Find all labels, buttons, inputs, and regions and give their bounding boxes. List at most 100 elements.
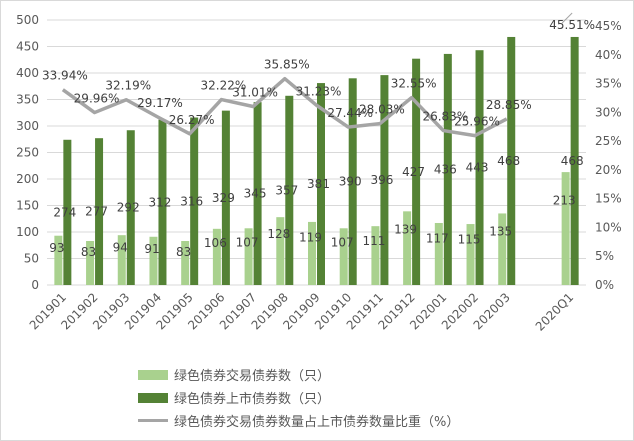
data-label-ratio: 29.17% bbox=[137, 96, 183, 110]
y-left-tick-label: 150 bbox=[16, 199, 39, 213]
bar-listed bbox=[95, 138, 104, 285]
y-left-tick-label: 50 bbox=[24, 252, 39, 266]
data-label-ratio: 32.22% bbox=[200, 79, 246, 93]
bar-listed bbox=[443, 53, 452, 285]
data-label-ratio: 31.01% bbox=[232, 86, 278, 100]
bar-listed bbox=[126, 130, 135, 285]
data-label-traded: 83 bbox=[81, 245, 96, 259]
data-label-ratio: 26.83% bbox=[422, 110, 468, 124]
data-label-ratio: 31.23% bbox=[296, 84, 342, 98]
data-label-traded: 213 bbox=[553, 193, 576, 207]
bar-listed bbox=[475, 50, 484, 286]
data-label-traded: 83 bbox=[176, 245, 191, 259]
bar-traded bbox=[339, 228, 348, 285]
y-right-tick-label: 40% bbox=[595, 48, 622, 62]
y-right-tick-label: 0% bbox=[595, 278, 614, 292]
bar-listed bbox=[317, 83, 325, 285]
y-left-tick-label: 100 bbox=[16, 225, 39, 239]
ratio-line bbox=[61, 76, 508, 138]
data-label-listed: 312 bbox=[149, 195, 172, 209]
data-label-listed: 468 bbox=[561, 154, 584, 168]
bar-traded bbox=[371, 226, 380, 285]
y-left-tick-label: 350 bbox=[16, 93, 39, 107]
data-label-traded: 106 bbox=[204, 236, 227, 250]
data-label-listed: 468 bbox=[497, 154, 520, 168]
data-label-traded: 135 bbox=[489, 224, 512, 238]
data-label-listed: 396 bbox=[370, 173, 393, 187]
data-label-traded: 94 bbox=[113, 241, 128, 255]
legend-label: 绿色债券上市债券数（只） bbox=[174, 392, 331, 407]
data-label-ratio: 28.03% bbox=[359, 103, 405, 117]
data-label-ratio: 28.85% bbox=[486, 98, 532, 112]
data-label-listed: 329 bbox=[212, 191, 235, 205]
data-label-traded: 107 bbox=[236, 235, 259, 249]
data-label-ratio: 32.19% bbox=[105, 79, 151, 93]
bar-traded bbox=[181, 241, 190, 285]
y-right-tick-label: 30% bbox=[595, 105, 622, 119]
legend-label: 绿色债券交易债券数（只） bbox=[174, 369, 331, 384]
legend-swatch-light-green bbox=[138, 369, 168, 380]
data-label-traded: 115 bbox=[458, 232, 481, 246]
bar-listed bbox=[221, 110, 230, 285]
data-label-listed: 390 bbox=[339, 175, 362, 189]
data-label-listed: 443 bbox=[466, 161, 489, 175]
ratio-line-clipped-marker bbox=[561, 12, 573, 24]
legend-item-traded: 绿色债券交易债券数（只） bbox=[138, 363, 459, 386]
data-label-listed: 292 bbox=[117, 201, 140, 215]
data-label-traded: 119 bbox=[299, 231, 322, 245]
data-label-ratio: 26.27% bbox=[169, 113, 215, 127]
legend-label: 绿色债券交易债券数量占上市债券数量比重（%） bbox=[174, 415, 460, 430]
y-right-tick-label: 15% bbox=[595, 192, 622, 206]
data-label-ratio: 45.51% bbox=[549, 18, 595, 32]
data-label-ratio: 27.44% bbox=[327, 106, 373, 120]
data-label-traded: 107 bbox=[331, 235, 354, 249]
legend-item-listed: 绿色债券上市债券数（只） bbox=[138, 386, 459, 409]
bar-listed bbox=[380, 75, 389, 286]
combo-chart: 0 50 100 150 200 250 300 350 400 450 500 0% 5% 10% 15%… bbox=[16, 12, 622, 334]
bar-listed bbox=[570, 36, 579, 286]
data-label-traded: 111 bbox=[362, 234, 385, 248]
bar-listed bbox=[348, 78, 357, 285]
data-label-traded: 91 bbox=[144, 242, 159, 256]
bar-traded bbox=[149, 236, 158, 285]
bar-traded bbox=[54, 235, 63, 285]
bar-traded bbox=[276, 217, 285, 285]
y-right-tick-label: 20% bbox=[595, 163, 622, 177]
data-label-ratio: 33.94% bbox=[42, 69, 88, 83]
y-left-tick-label: 300 bbox=[16, 119, 39, 133]
legend-swatch-gray-line bbox=[138, 419, 168, 422]
y-right-tick-label: 5% bbox=[595, 249, 614, 263]
data-label-traded: 139 bbox=[394, 223, 417, 237]
legend: 绿色债券交易债券数（只） 绿色债券上市债券数（只） 绿色债券交易债券数量占上市债… bbox=[138, 363, 459, 432]
data-label-ratio: 25.96% bbox=[454, 115, 500, 129]
data-label-listed: 345 bbox=[244, 187, 267, 201]
data-label-ratio: 32.55% bbox=[391, 77, 437, 91]
y-left-tick-label: 400 bbox=[16, 66, 39, 80]
y-left-tick-label: 200 bbox=[16, 172, 39, 186]
bar-traded bbox=[434, 222, 443, 285]
data-label-ratio: 35.85% bbox=[264, 58, 310, 72]
bar-listed bbox=[507, 36, 516, 286]
bar-traded bbox=[86, 241, 95, 285]
y-left-tick-label: 250 bbox=[16, 146, 39, 160]
bar-listed bbox=[412, 58, 421, 285]
legend-item-ratio: 绿色债券交易债券数量占上市债券数量比重（%） bbox=[138, 409, 459, 432]
bar-traded bbox=[212, 228, 221, 285]
data-label-listed: 277 bbox=[85, 205, 108, 219]
bar-traded bbox=[308, 221, 316, 285]
bar-traded bbox=[117, 235, 126, 285]
data-label-traded: 93 bbox=[49, 241, 64, 255]
bar-traded bbox=[466, 224, 475, 285]
y-right-tick-label: 25% bbox=[595, 134, 622, 148]
y-right-tick-label: 10% bbox=[595, 220, 622, 234]
data-label-listed: 274 bbox=[53, 205, 76, 219]
data-label-ratio: 29.96% bbox=[74, 92, 120, 106]
data-label-listed: 381 bbox=[307, 177, 330, 191]
bar-listed bbox=[285, 95, 294, 285]
y-left-tick-label: 0 bbox=[31, 278, 39, 292]
bar-listed bbox=[158, 119, 167, 285]
bar-traded bbox=[561, 172, 570, 285]
data-label-listed: 357 bbox=[275, 183, 298, 197]
bar-listed bbox=[63, 139, 72, 285]
